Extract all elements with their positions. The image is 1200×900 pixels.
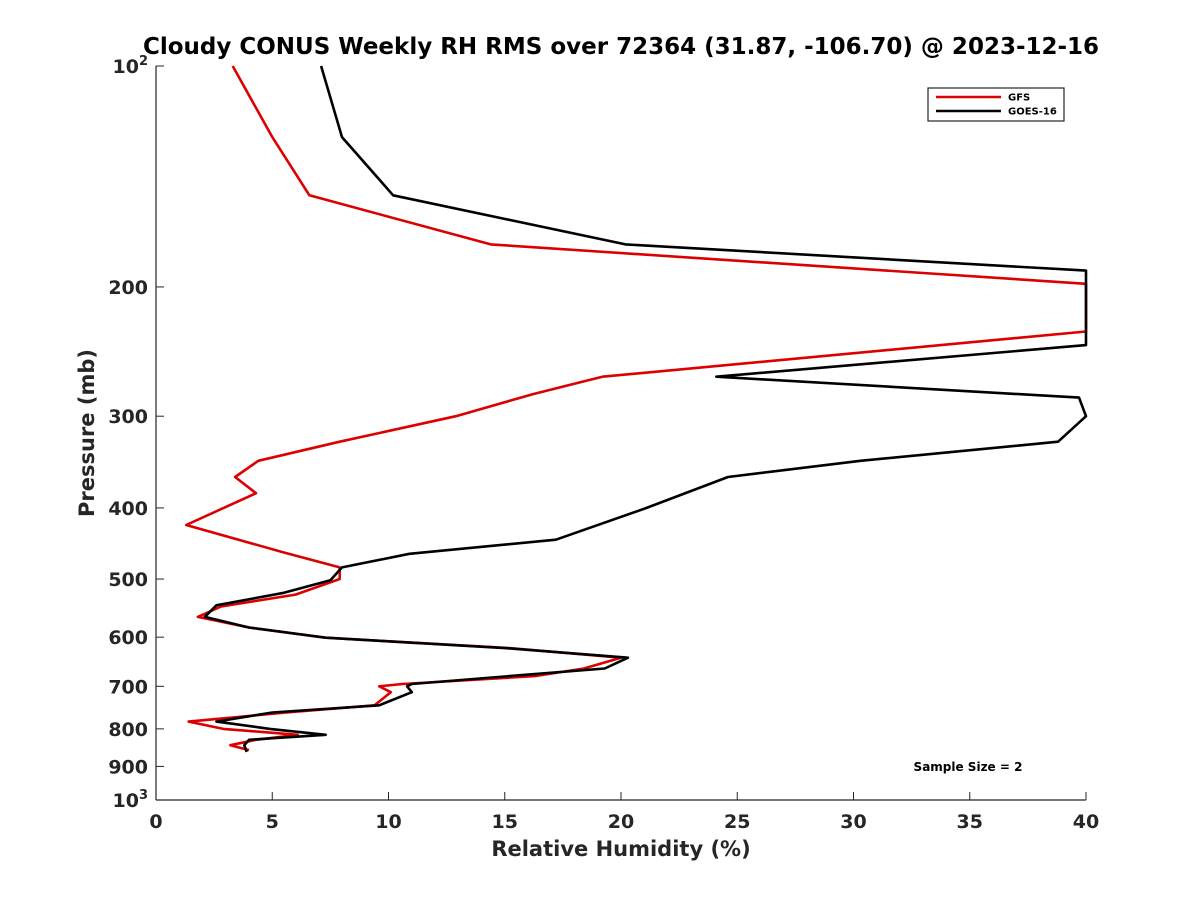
series-line-goes-16 — [203, 65, 1088, 753]
legend-box — [927, 87, 1065, 122]
x-tick-label: 10 — [375, 811, 401, 833]
legend-label-gfs: GFS — [1008, 93, 1030, 104]
x-tick-label: 25 — [724, 811, 750, 833]
y-tick-label: 103 — [113, 788, 149, 812]
y-tick-label: 500 — [108, 569, 148, 591]
chart-title: Cloudy CONUS Weekly RH RMS over 72364 (3… — [143, 34, 1099, 60]
x-tick-label: 35 — [957, 811, 983, 833]
y-tick-label: 600 — [108, 627, 148, 649]
y-tick-label: 900 — [108, 756, 148, 778]
x-tick-label: 20 — [608, 811, 634, 833]
y-axis-ticks: 102 200 300 400 500 600 700 800 900 103 — [108, 54, 164, 812]
x-tick-label: 30 — [840, 811, 866, 833]
legend-label-goes-16: GOES-16 — [1008, 107, 1057, 118]
plot-series — [184, 65, 1088, 753]
x-axis-label: Relative Humidity (%) — [491, 837, 750, 861]
x-tick-label: 15 — [492, 811, 518, 833]
x-axis-ticks: 0 5 10 15 20 25 30 35 40 — [149, 792, 1099, 833]
y-tick-label: 400 — [108, 498, 148, 520]
legend: GFS GOES-16 — [927, 87, 1065, 122]
y-tick-label: 200 — [108, 277, 148, 299]
x-tick-label: 0 — [149, 811, 162, 833]
series-line-gfs — [184, 65, 1088, 752]
x-tick-label: 5 — [266, 811, 279, 833]
y-tick-label: 300 — [108, 406, 148, 428]
x-tick-label: 40 — [1073, 811, 1099, 833]
y-tick-label: 700 — [108, 676, 148, 698]
y-tick-label: 102 — [113, 54, 149, 78]
y-axis-label: Pressure (mb) — [75, 349, 99, 517]
axes — [155, 66, 1086, 801]
y-tick-label: 800 — [108, 719, 148, 741]
sample-size-annotation: Sample Size = 2 — [914, 760, 1023, 774]
